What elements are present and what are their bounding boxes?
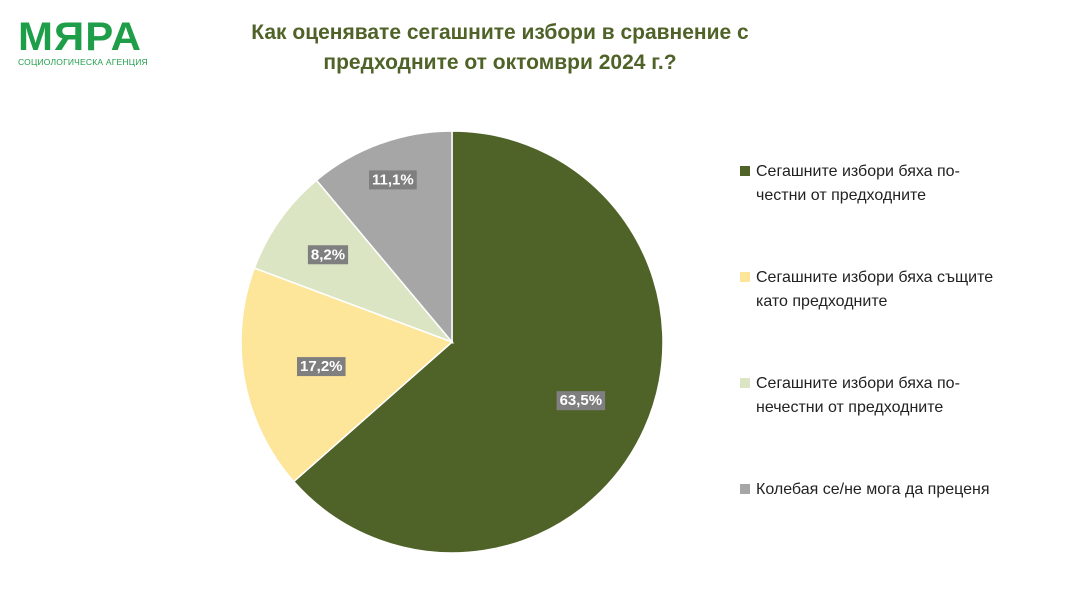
legend-label: Колебая се/не мога да преценя bbox=[756, 481, 990, 498]
data-label-text: 17,2% bbox=[300, 358, 343, 375]
legend-item-2: Сегашните избори бяха същите като предхо… bbox=[740, 266, 1060, 314]
data-label-text: 11,1% bbox=[372, 171, 414, 188]
pie-slice-1 bbox=[292, 130, 664, 554]
legend-item-4: Колебая се/не мога да преценя bbox=[740, 478, 1060, 502]
chart-title: Как оценявате сегашните избори в сравнен… bbox=[251, 21, 749, 74]
data-label-box bbox=[369, 170, 417, 190]
data-label-1: 63,5% bbox=[556, 391, 606, 411]
data-label-text: 8,2% bbox=[311, 246, 345, 263]
legend-item-3: Сегашните избори бяха по-нечестни от пре… bbox=[740, 372, 1060, 420]
data-label-text: 63,5% bbox=[560, 392, 603, 409]
pie-slice-4 bbox=[315, 130, 453, 345]
logo: МЯРА СОЦИОЛОГИЧЕСКА АГЕНЦИЯ bbox=[18, 17, 158, 67]
data-label-box bbox=[556, 391, 606, 411]
pie-slice-3 bbox=[253, 179, 455, 344]
legend-swatch bbox=[740, 166, 750, 176]
logo-name: МЯРА bbox=[18, 15, 143, 59]
legend-label: Сегашните избори бяха същите като предхо… bbox=[756, 269, 994, 310]
data-label-box bbox=[296, 357, 346, 377]
pie-slice-2 bbox=[240, 267, 454, 483]
data-label-3: 8,2% bbox=[307, 245, 349, 265]
legend-label: Сегашните избори бяха по-нечестни от пре… bbox=[756, 375, 960, 416]
data-label-2: 17,2% bbox=[296, 357, 346, 377]
legend-swatch bbox=[740, 484, 750, 494]
logo-subtitle: СОЦИОЛОГИЧЕСКА АГЕНЦИЯ bbox=[18, 57, 148, 67]
legend-item-1: Сегашните избори бяха по-честни от предх… bbox=[740, 160, 1060, 208]
data-label-box bbox=[307, 245, 349, 265]
legend-label: Сегашните избори бяха по-честни от предх… bbox=[756, 163, 960, 204]
legend-swatch bbox=[740, 272, 750, 282]
data-label-4: 11,1% bbox=[369, 170, 417, 190]
legend-swatch bbox=[740, 378, 750, 388]
